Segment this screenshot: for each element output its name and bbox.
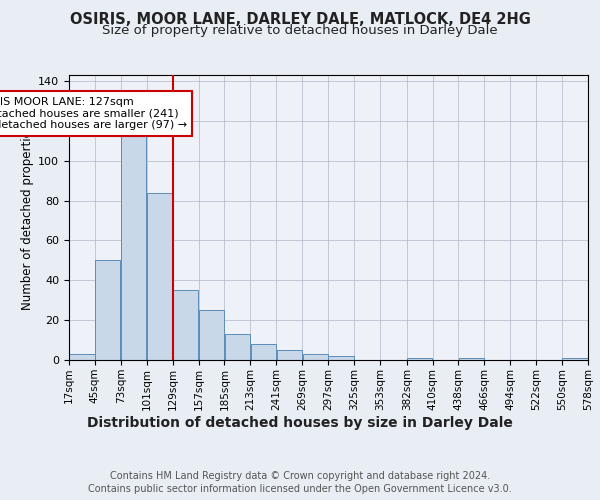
Text: OSIRIS MOOR LANE: 127sqm
← 71% of detached houses are smaller (241)
29% of semi-: OSIRIS MOOR LANE: 127sqm ← 71% of detach… — [0, 97, 187, 130]
Bar — [95, 260, 121, 360]
Text: OSIRIS, MOOR LANE, DARLEY DALE, MATLOCK, DE4 2HG: OSIRIS, MOOR LANE, DARLEY DALE, MATLOCK,… — [70, 12, 530, 28]
Bar — [251, 344, 276, 360]
Bar — [407, 358, 432, 360]
Bar — [225, 334, 250, 360]
Bar — [277, 350, 302, 360]
Bar — [70, 354, 95, 360]
Bar — [562, 358, 587, 360]
Text: Distribution of detached houses by size in Darley Dale: Distribution of detached houses by size … — [87, 416, 513, 430]
Bar — [147, 192, 172, 360]
Text: Contains HM Land Registry data © Crown copyright and database right 2024.: Contains HM Land Registry data © Crown c… — [110, 471, 490, 481]
Bar — [173, 290, 198, 360]
Bar — [328, 356, 353, 360]
Bar — [459, 358, 484, 360]
Bar — [302, 354, 328, 360]
Y-axis label: Number of detached properties: Number of detached properties — [21, 124, 34, 310]
Bar — [121, 135, 146, 360]
Text: Contains public sector information licensed under the Open Government Licence v3: Contains public sector information licen… — [88, 484, 512, 494]
Bar — [199, 310, 224, 360]
Text: Size of property relative to detached houses in Darley Dale: Size of property relative to detached ho… — [102, 24, 498, 37]
